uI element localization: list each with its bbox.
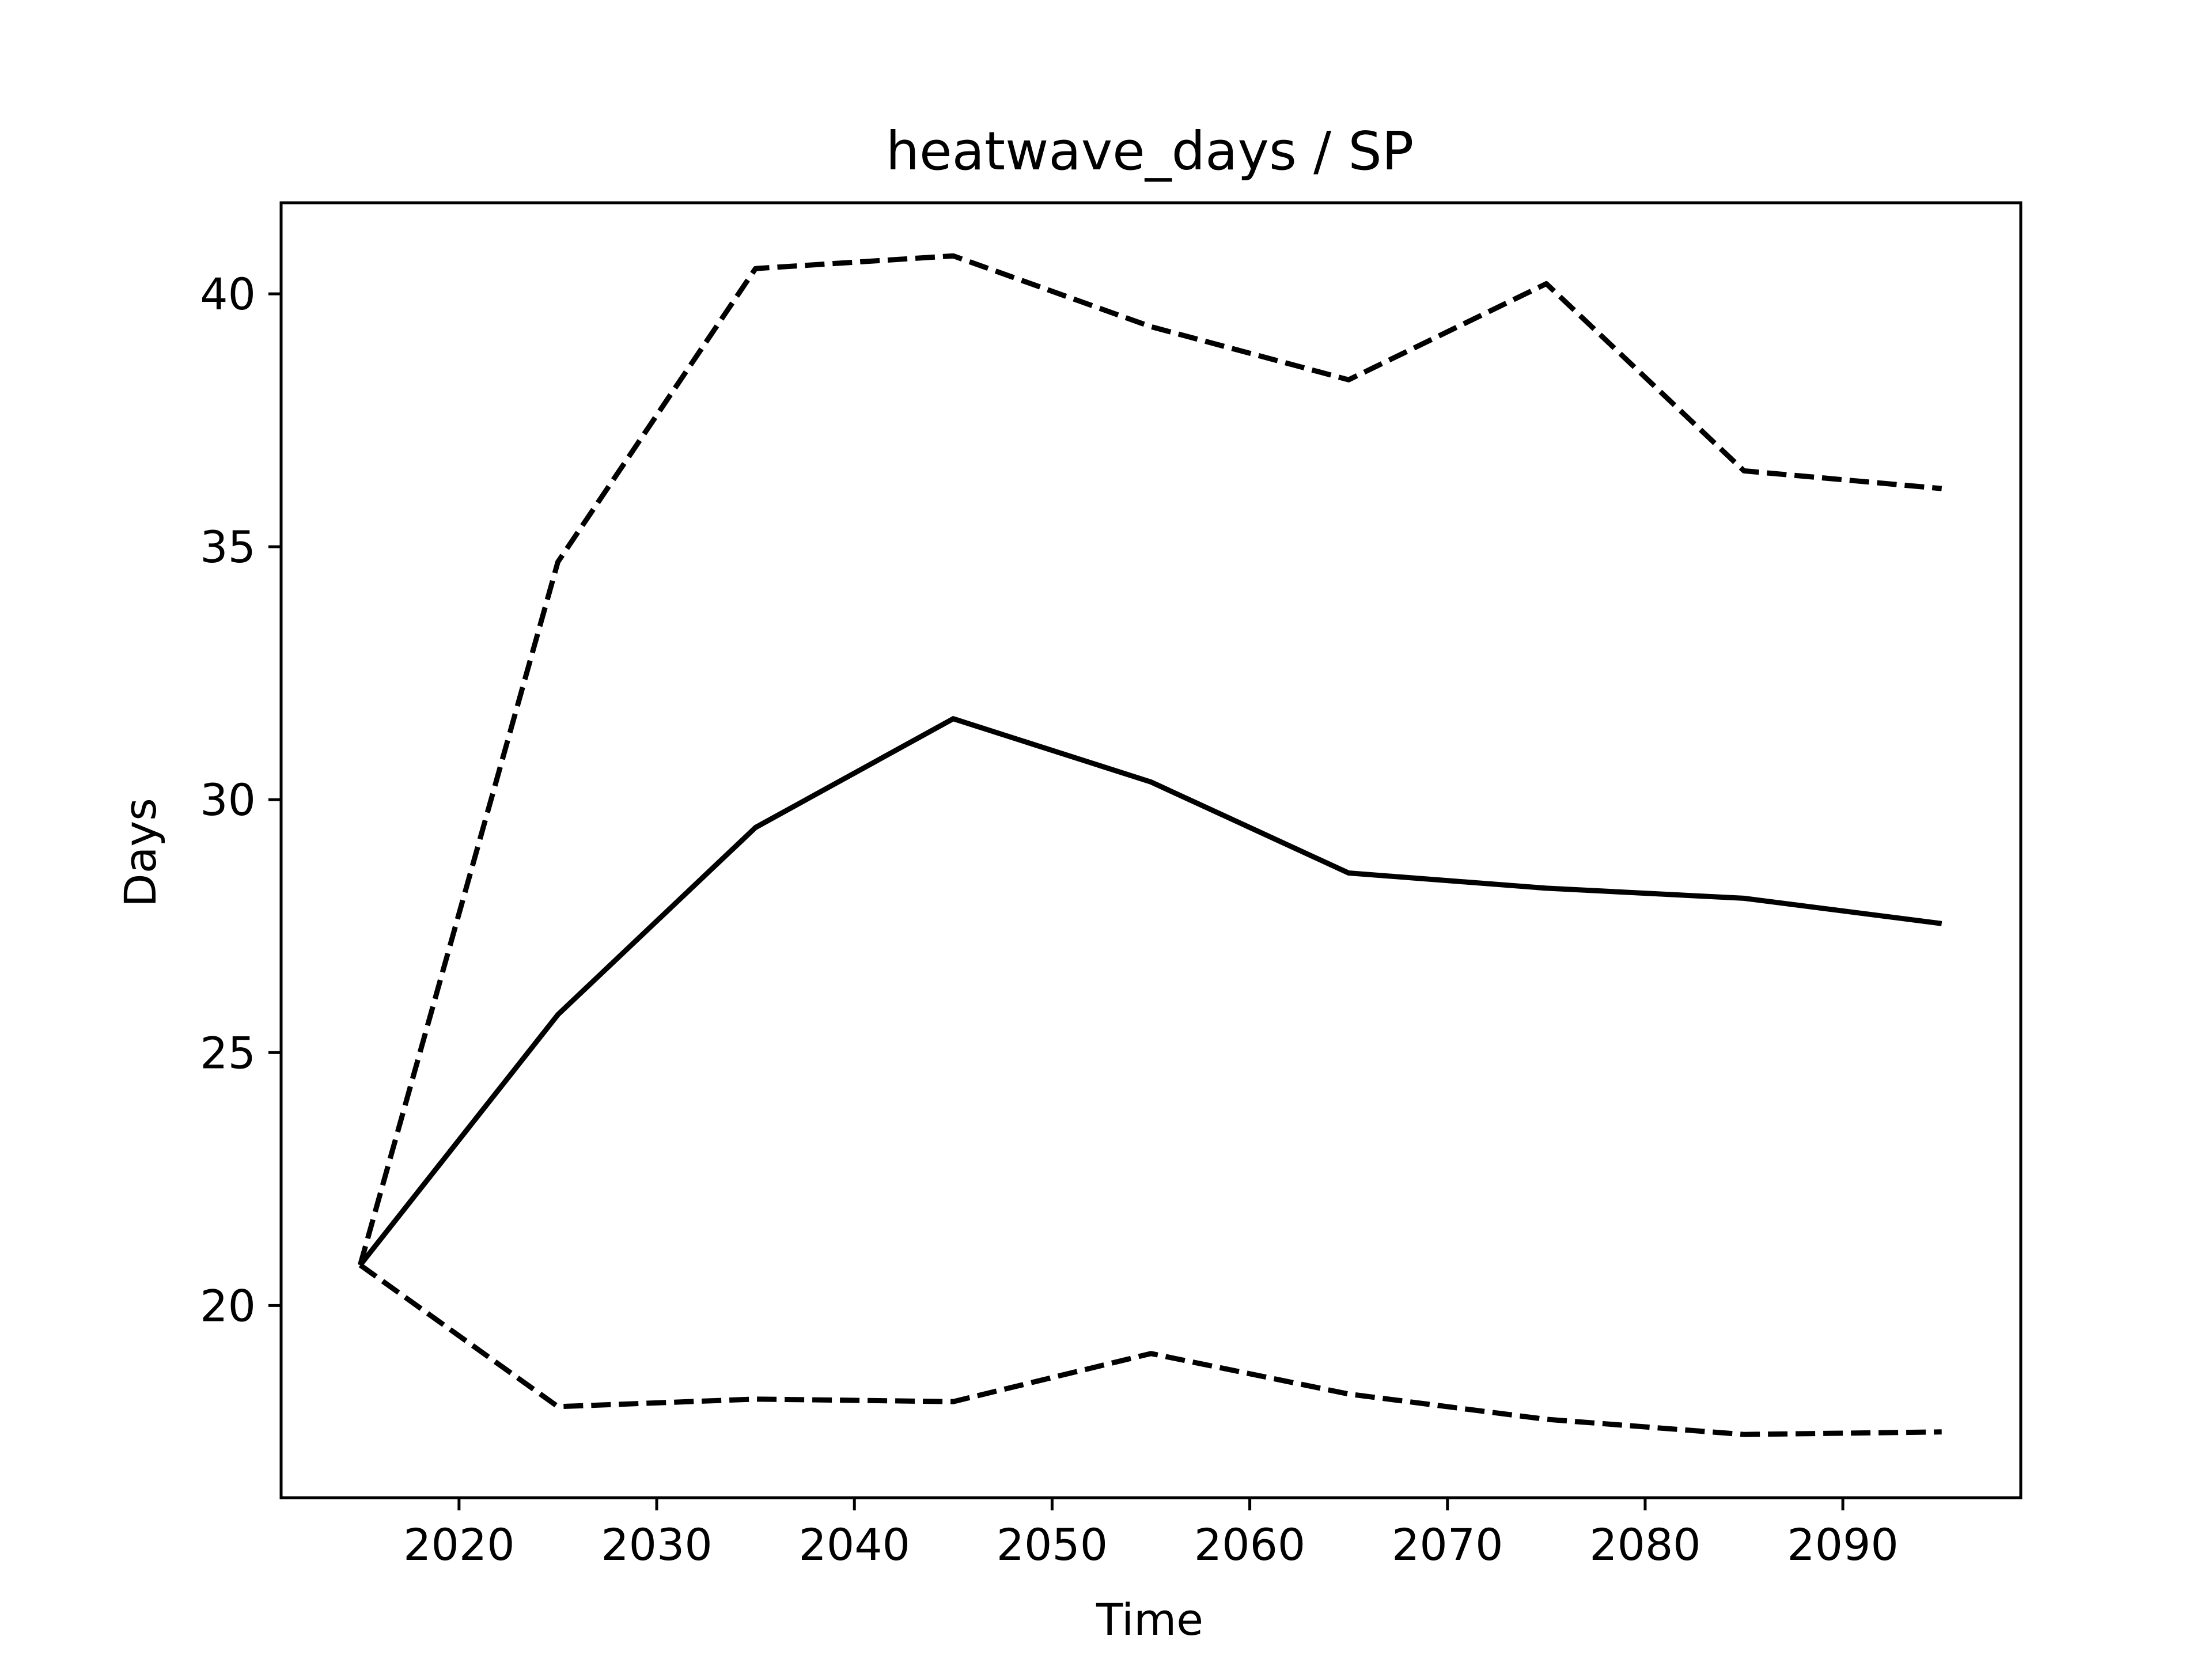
series-layer — [357, 253, 1942, 1437]
plot-frame — [279, 201, 2022, 1499]
y-axis: 20 25 30 35 40 — [200, 268, 281, 1331]
x-tick-label: 2090 — [1787, 1519, 1898, 1570]
x-tick-label: 2020 — [403, 1519, 514, 1570]
y-tick-label: 30 — [200, 774, 256, 825]
x-tick-label: 2070 — [1392, 1519, 1503, 1570]
chart-title: heatwave_days / SP — [886, 120, 1414, 182]
series-line-2 — [357, 253, 1942, 1266]
y-tick-label: 20 — [200, 1280, 256, 1331]
x-tick-label: 2030 — [601, 1519, 712, 1570]
y-tick-label: 25 — [200, 1027, 256, 1078]
series-line-3 — [358, 1263, 1942, 1437]
y-tick-label: 35 — [200, 521, 256, 573]
x-tick-label: 2040 — [799, 1519, 910, 1570]
x-axis: 2020 2030 2040 2050 2060 2070 2080 2090 — [403, 1498, 1899, 1570]
series-line-1 — [358, 716, 1942, 1267]
y-tick-label: 40 — [200, 268, 256, 320]
x-tick-label: 2060 — [1194, 1519, 1305, 1570]
x-tick-label: 2050 — [997, 1519, 1108, 1570]
y-axis-label: Days — [115, 798, 166, 907]
x-axis-label: Time — [1096, 1594, 1203, 1645]
x-tick-label: 2080 — [1589, 1519, 1700, 1570]
plot-area — [279, 201, 2022, 1499]
